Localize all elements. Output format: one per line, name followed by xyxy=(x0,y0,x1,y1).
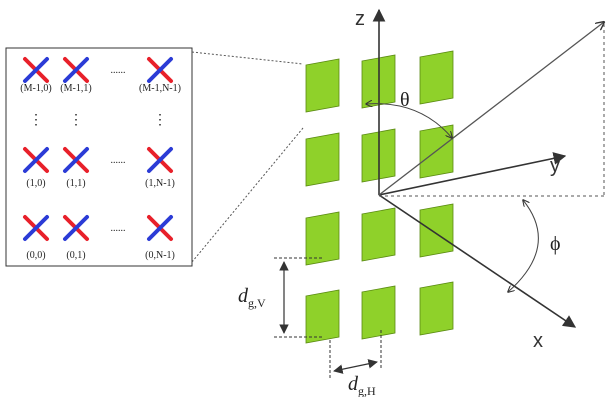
dipole-blue-arm xyxy=(23,147,49,173)
dim-v-sub: g,V xyxy=(248,296,266,310)
element-index-label: (0,0) xyxy=(26,250,45,261)
patch-element xyxy=(305,132,340,187)
dipole-blue-arm xyxy=(147,215,173,241)
element-index-label: (M-1,0) xyxy=(20,83,51,94)
y-axis-label: y xyxy=(550,155,560,177)
dim-h-label: dg,H xyxy=(348,373,376,397)
phi-label: ϕ xyxy=(550,233,561,255)
dim-v-label: dg,V xyxy=(238,285,266,310)
dim-v-main: d xyxy=(238,285,249,307)
dipole-blue-arm xyxy=(23,215,49,241)
element-index-label: (1,0) xyxy=(26,178,45,189)
dipole-blue-arm xyxy=(63,215,89,241)
dipole-blue-arm xyxy=(63,57,89,83)
vertical-ellipsis: ⋮ xyxy=(29,113,43,128)
vertical-ellipsis: ⋮ xyxy=(153,113,167,128)
element-index-label: (M-1,N-1) xyxy=(139,83,181,94)
element-index-label: (1,N-1) xyxy=(145,178,175,189)
element-index-label: (M-1,1) xyxy=(60,83,91,94)
patch-element xyxy=(361,207,396,262)
patch-element xyxy=(305,58,340,113)
z-axis-label: z xyxy=(355,8,365,30)
zoom-line-bottom xyxy=(191,127,304,263)
dipole-blue-arm xyxy=(147,57,173,83)
patch-element xyxy=(419,50,454,105)
element-index-label: (1,1) xyxy=(66,178,85,189)
dim-h-arrow xyxy=(333,359,378,374)
theta-arc xyxy=(366,104,452,138)
dim-h-main: d xyxy=(348,373,359,395)
direction-vector xyxy=(378,22,604,196)
element-index-label: (0,1) xyxy=(66,250,85,261)
horizontal-ellipsis: ...... xyxy=(111,65,126,76)
patch-element xyxy=(419,281,454,336)
zoom-line-top xyxy=(191,51,304,65)
horizontal-ellipsis: ...... xyxy=(111,155,126,166)
patch-element xyxy=(305,211,340,266)
dim-h-sub: g,H xyxy=(358,384,376,397)
element-index-label: (0,N-1) xyxy=(145,250,175,261)
dipole-blue-arm xyxy=(63,147,89,173)
patch-element xyxy=(361,285,396,340)
horizontal-ellipsis: ...... xyxy=(111,223,126,234)
dipole-blue-arm xyxy=(147,147,173,173)
theta-label: θ xyxy=(400,89,410,111)
x-axis xyxy=(378,194,577,328)
x-axis-label: x xyxy=(533,330,543,352)
patch-element xyxy=(419,203,454,258)
phi-arc xyxy=(508,200,539,292)
y-axis xyxy=(378,152,567,196)
patch-element xyxy=(305,289,340,344)
inset-dipole-grid: (M-1,0) (M-1,1) (M-1,N-1)...... (1,0) (1,1) (… xyxy=(20,57,181,261)
vertical-ellipsis: ⋮ xyxy=(69,113,83,128)
dipole-blue-arm xyxy=(23,57,49,83)
